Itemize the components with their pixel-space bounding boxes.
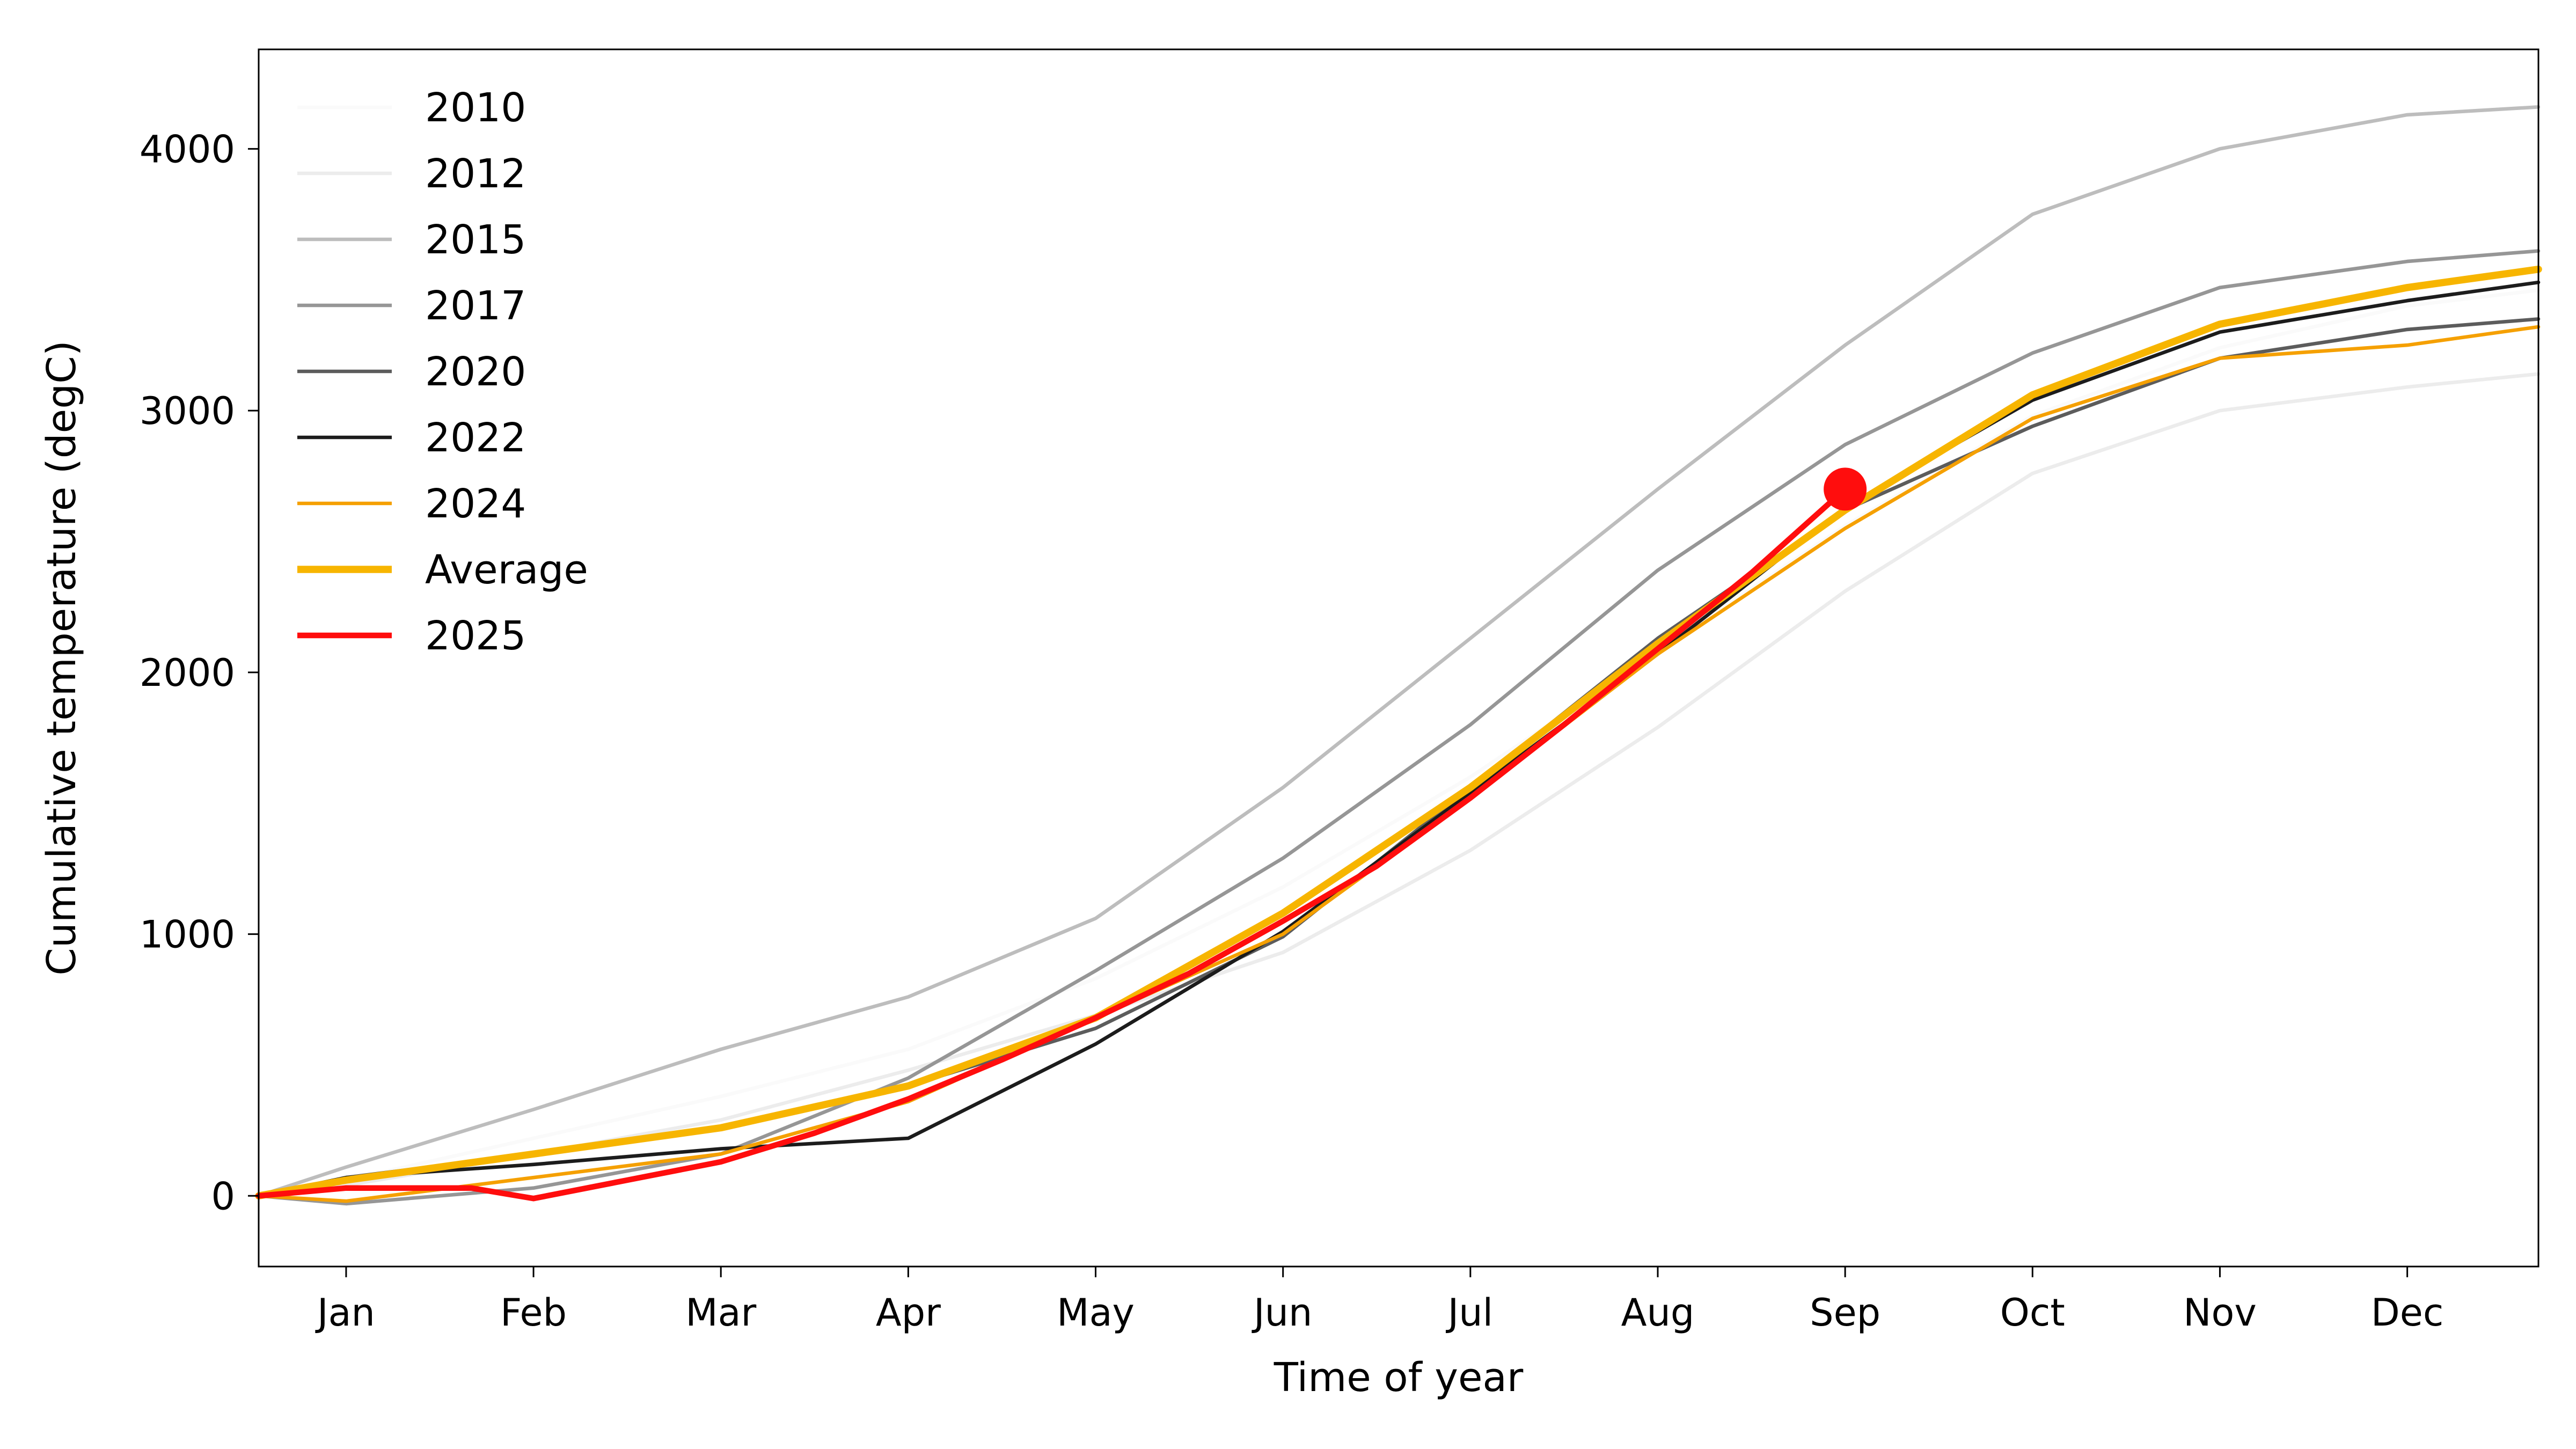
y-tick-label: 4000 (140, 127, 235, 171)
x-tick-label: Apr (876, 1291, 941, 1335)
axes-frame (258, 48, 2540, 1268)
series-line-average (255, 265, 2542, 1200)
x-tick-label: Sep (1810, 1291, 1880, 1335)
legend-label-2015: 2015 (425, 217, 526, 263)
chart-marks (255, 467, 1867, 1202)
x-tick-label: Jan (315, 1291, 375, 1335)
x-tick-label: Dec (2371, 1291, 2443, 1335)
series-line-2017 (257, 249, 2541, 1206)
x-tick-label: Feb (500, 1291, 567, 1335)
plot-area (255, 105, 2542, 1206)
x-tick-label: Jun (1252, 1291, 1312, 1335)
legend-label-2024: 2024 (425, 481, 526, 527)
legend-label-2017: 2017 (425, 283, 526, 329)
x-tick-label: Nov (2183, 1291, 2257, 1335)
y-axis: 0 1000 2000 3000 4000 (140, 127, 259, 1218)
current-value-marker (1824, 467, 1867, 511)
x-tick-label: Jul (1446, 1291, 1493, 1335)
legend-label-2025: 2025 (425, 613, 526, 659)
legend-label-2010: 2010 (425, 85, 526, 131)
x-tick-label: Aug (1621, 1291, 1695, 1335)
series-line-2015 (257, 105, 2541, 1198)
series-line-2022 (257, 280, 2541, 1198)
x-tick-label: May (1057, 1291, 1135, 1335)
x-axis-label: Time of year (1274, 1355, 1524, 1401)
x-tick-label: Oct (2000, 1291, 2065, 1335)
y-tick-label: 2000 (140, 651, 235, 695)
legend-label-2022: 2022 (425, 415, 526, 461)
y-tick-label: 0 (211, 1174, 235, 1218)
legend-label-average: Average (425, 547, 588, 593)
legend-label-2020: 2020 (425, 349, 526, 395)
y-tick-label: 3000 (140, 389, 235, 433)
legend-label-2012: 2012 (425, 151, 526, 197)
series-line-2025 (255, 486, 1848, 1202)
y-tick-label: 1000 (140, 913, 235, 957)
y-axis-label: Cumulative temperature (degC) (39, 340, 85, 975)
legend: 2010 2012 2015 2017 2020 2022 2024 Average 2025 (297, 85, 588, 659)
x-axis: Jan Feb Mar Apr May Jun Jul Aug Sep Oct Nov Dec (315, 1267, 2443, 1335)
series-line-2010 (257, 288, 2541, 1198)
x-tick-label: Mar (685, 1291, 756, 1335)
